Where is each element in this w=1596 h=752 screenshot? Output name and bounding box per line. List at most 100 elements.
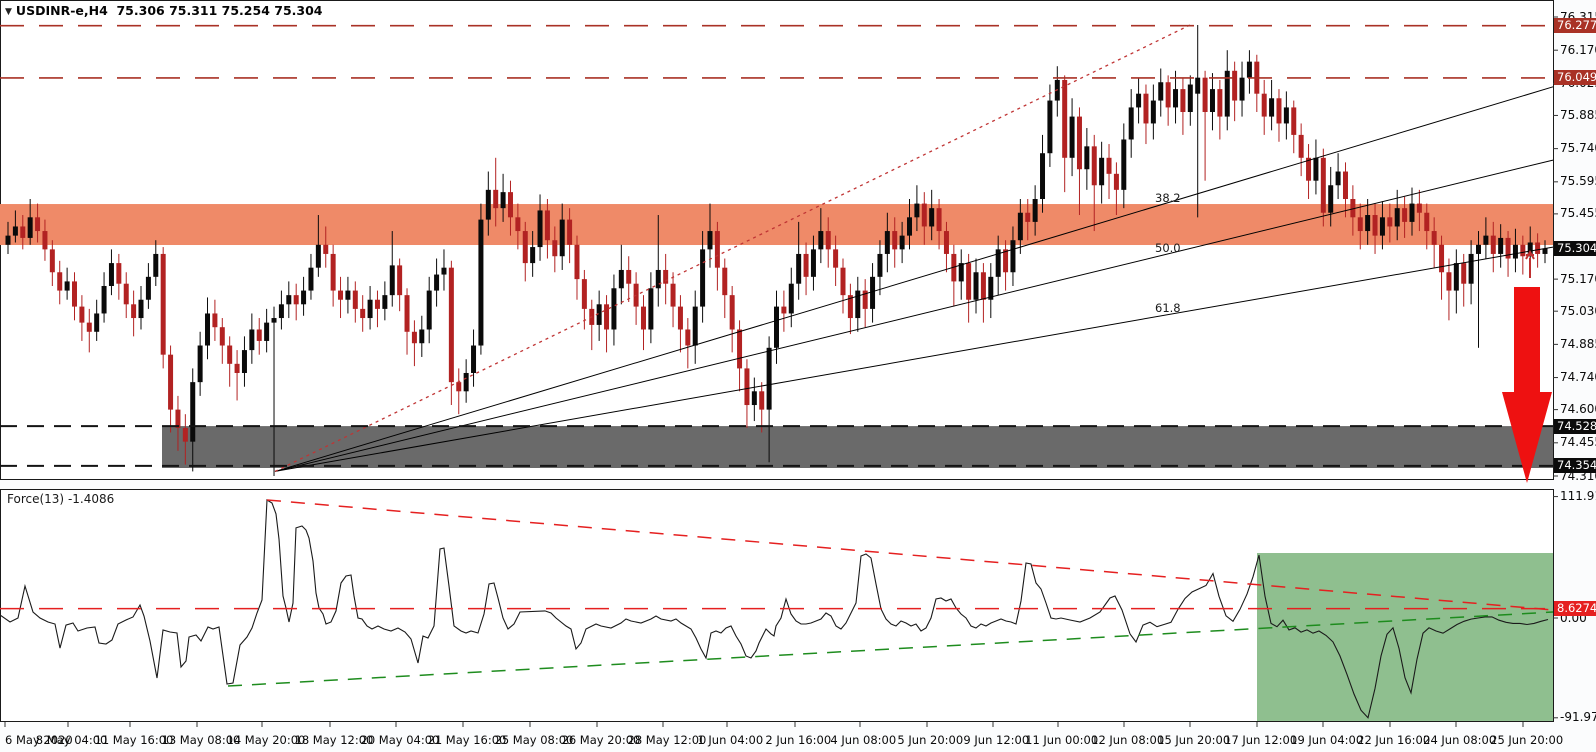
- candle-body: [1394, 208, 1400, 227]
- candle-body: [175, 409, 181, 428]
- candle-body: [27, 217, 33, 238]
- candle-body: [1335, 171, 1341, 186]
- time-tick-label: 4 Jun 08:00: [830, 733, 897, 747]
- candle-body: [788, 283, 794, 314]
- candle-body: [168, 354, 174, 410]
- candle-body: [301, 290, 307, 305]
- chart-title: ▼ USDINR-e,H4 75.306 75.311 75.254 75.304: [5, 3, 322, 18]
- candle-body: [131, 304, 137, 319]
- candle-body: [1047, 100, 1053, 154]
- fib-fan-line[interactable]: [274, 159, 1554, 472]
- candle-body: [766, 347, 772, 410]
- indicator-name: Force(13): [7, 492, 65, 506]
- candle-body: [389, 265, 395, 296]
- candle-body: [604, 304, 610, 330]
- candle-body: [1402, 208, 1408, 222]
- candle-body: [1032, 198, 1038, 222]
- candle-body: [1165, 82, 1171, 108]
- time-tick-label: 12 Jun 08:00: [1091, 733, 1165, 747]
- up-arrow-signal-icon[interactable]: [1525, 249, 1535, 278]
- price-tick-label: 75.740: [1560, 141, 1596, 156]
- indicator-label: Force(13) -1.4086: [7, 492, 114, 506]
- candle-body: [330, 253, 336, 291]
- candle-body: [1328, 185, 1334, 213]
- price-badge: 74.354: [1554, 458, 1596, 474]
- candle-body: [677, 306, 683, 330]
- candle-body: [596, 304, 602, 325]
- candle-body: [892, 231, 898, 250]
- candle-body: [1136, 93, 1142, 108]
- time-tick-label: 1 Jun 04:00: [697, 733, 764, 747]
- candle-body: [64, 281, 70, 291]
- candle-body: [493, 189, 499, 209]
- candle-body: [1106, 157, 1112, 174]
- candle-body: [1276, 98, 1282, 124]
- candle-body: [1483, 235, 1489, 245]
- candle-body: [921, 203, 927, 227]
- candle-body: [441, 267, 447, 275]
- candle-body: [1017, 212, 1023, 241]
- candle-body: [522, 231, 528, 264]
- candle-body: [818, 231, 824, 250]
- candle-body: [271, 318, 277, 323]
- candle-body: [884, 231, 890, 254]
- candle-body: [1003, 249, 1009, 273]
- candle-body: [1475, 244, 1481, 254]
- candle-body: [500, 192, 506, 209]
- indicator-tick-label: 111.912: [1560, 489, 1596, 504]
- price-tick-label: 75.455: [1560, 206, 1596, 221]
- time-tick-label: 11 May 16:00: [94, 733, 174, 747]
- candle-body: [1261, 93, 1267, 117]
- time-tick-label: 25 Jun 20:00: [1490, 733, 1564, 747]
- candle-body: [1320, 157, 1326, 213]
- fan-trendline-dotted[interactable]: [274, 24, 1191, 473]
- candle-body: [1113, 173, 1119, 190]
- candle-body: [507, 192, 513, 218]
- candle-body: [249, 329, 255, 351]
- candle-body: [1180, 89, 1186, 113]
- candle-body: [1512, 244, 1518, 259]
- candle-body: [1121, 139, 1127, 190]
- candle-body: [1535, 242, 1541, 254]
- candle-body: [86, 322, 92, 332]
- candle-body: [1099, 157, 1105, 186]
- fib-fan-label: 61.8: [1155, 300, 1181, 315]
- candle-body: [293, 295, 299, 305]
- demand-zone: [162, 426, 1553, 468]
- candle-body: [434, 274, 440, 291]
- price-badge: 74.528: [1554, 418, 1596, 434]
- fib-fan-line[interactable]: [274, 86, 1554, 472]
- quote-ohlc: 75.306 75.311 75.254 75.304: [116, 3, 323, 18]
- candle-body: [1298, 134, 1304, 158]
- candle-body: [973, 272, 979, 300]
- candle-body: [485, 189, 491, 220]
- candle-body: [1453, 263, 1459, 291]
- candle-body: [759, 391, 765, 410]
- time-tick-label: 11 Jun 00:00: [1025, 733, 1099, 747]
- candle-body: [367, 299, 373, 319]
- candle-body: [323, 244, 329, 254]
- candle-body: [264, 322, 270, 341]
- candle-body: [145, 276, 151, 300]
- time-tick-label: 5 Jun 20:00: [897, 733, 964, 747]
- candle-body: [958, 263, 964, 282]
- candle-body: [1439, 244, 1445, 273]
- candle-body: [700, 249, 706, 307]
- fib-fan-line[interactable]: [274, 246, 1554, 472]
- indicator-ascending-trendline[interactable]: [227, 611, 1554, 687]
- candle-body: [663, 269, 669, 284]
- candle-body: [840, 267, 846, 296]
- candle-body: [1461, 263, 1467, 284]
- candle-body: [241, 350, 247, 373]
- big-down-arrow-icon[interactable]: [1502, 287, 1552, 483]
- candle-body: [751, 391, 757, 406]
- candle-body: [640, 306, 646, 330]
- candle-body: [471, 345, 477, 373]
- time-tick-label: 21 May 16:00: [427, 733, 507, 747]
- candle-body: [670, 283, 676, 307]
- symbol-menu-icon[interactable]: ▼: [5, 7, 12, 17]
- candle-body: [1409, 203, 1415, 222]
- candle-body: [286, 295, 292, 305]
- time-tick-label: 22 Jun 16:00: [1357, 733, 1431, 747]
